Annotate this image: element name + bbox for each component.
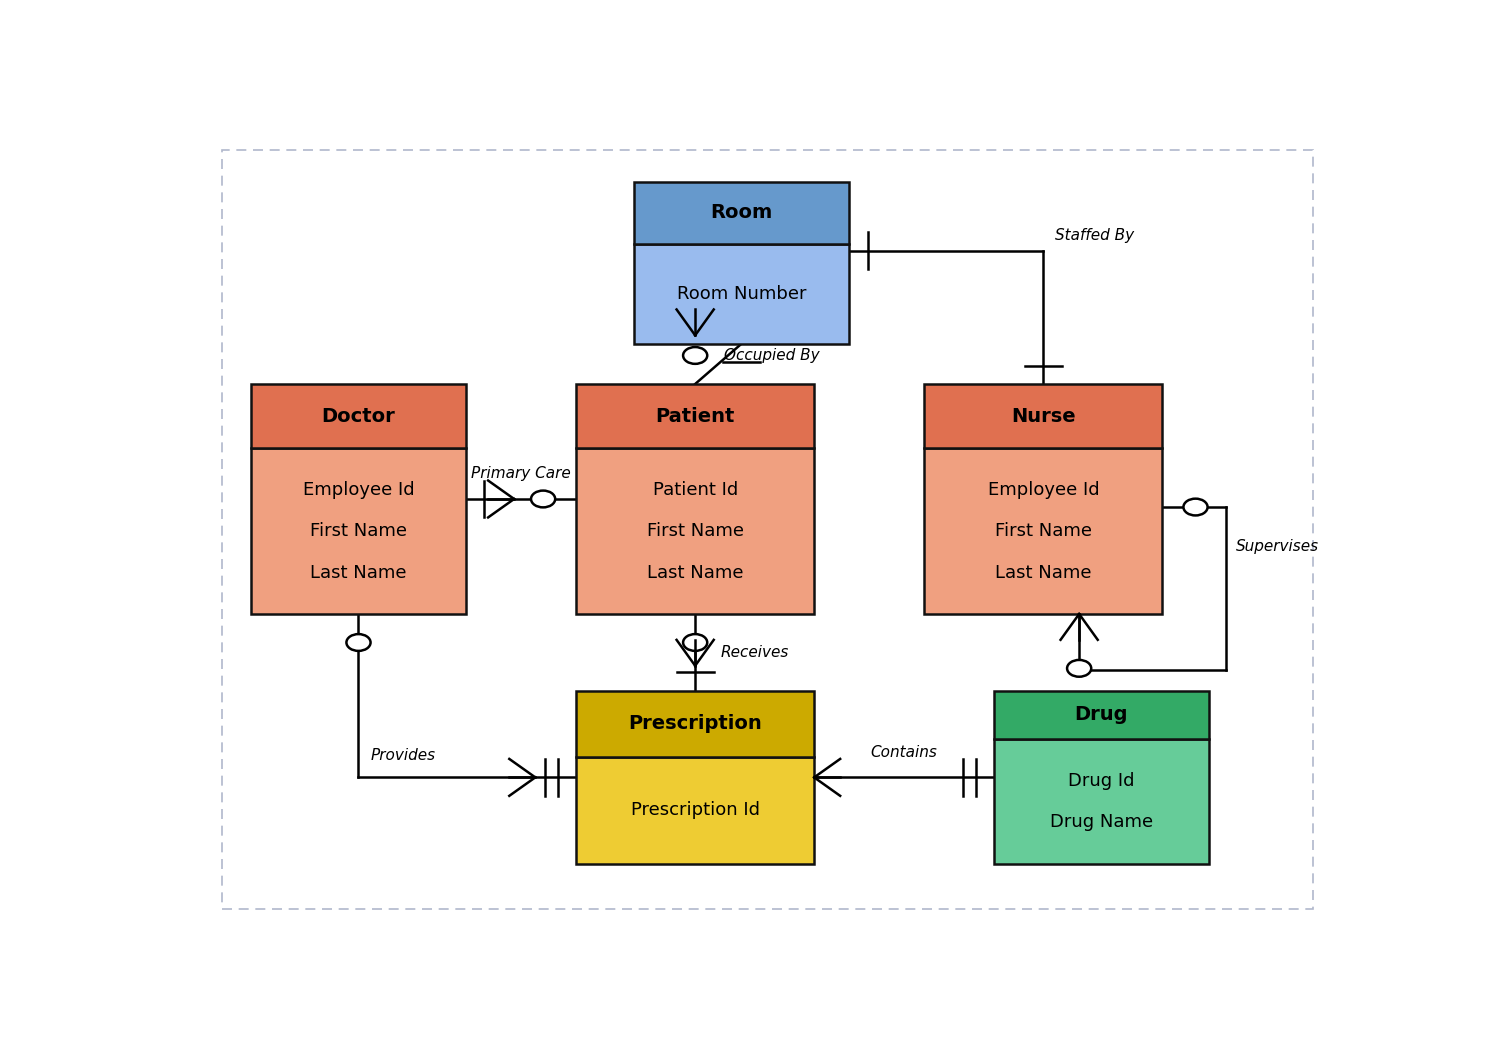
Bar [995,691,1209,739]
Text: First Name: First Name [995,522,1092,540]
Text: Patient Id: Patient Id [653,481,739,499]
Bar [577,384,815,449]
Text: Provides: Provides [370,748,436,763]
Bar [577,449,815,614]
Text: Occupied By: Occupied By [724,348,819,364]
Bar [577,691,815,757]
Bar [995,739,1209,865]
Text: Primary Care: Primary Care [472,466,571,481]
Bar [634,182,849,243]
Text: Room Number: Room Number [677,285,806,303]
Text: First Name: First Name [310,522,407,540]
Text: Supervises: Supervises [1236,540,1318,554]
Text: Doctor: Doctor [322,407,395,425]
Text: Employee Id: Employee Id [987,481,1100,499]
Bar [252,449,466,614]
Circle shape [530,490,556,507]
Text: Drug Id: Drug Id [1068,771,1135,790]
Text: Last Name: Last Name [310,564,407,582]
Text: First Name: First Name [647,522,743,540]
Circle shape [1067,660,1091,677]
Text: Prescription Id: Prescription Id [631,802,759,820]
Text: Contains: Contains [870,745,938,760]
Text: Room: Room [710,203,773,222]
Text: Drug Name: Drug Name [1050,813,1153,831]
Bar [924,384,1162,449]
Text: Drug: Drug [1074,705,1128,724]
Text: Staffed By: Staffed By [1055,227,1134,243]
Circle shape [1183,499,1207,516]
Text: Patient: Patient [656,407,736,425]
Bar [634,243,849,344]
Circle shape [683,347,707,364]
Text: Receives: Receives [721,645,789,660]
Circle shape [683,634,707,651]
Text: Last Name: Last Name [647,564,743,582]
Bar [252,384,466,449]
Text: Last Name: Last Name [995,564,1092,582]
Bar [924,449,1162,614]
Text: Employee Id: Employee Id [303,481,415,499]
Circle shape [346,634,370,651]
Bar [577,757,815,865]
Text: Prescription: Prescription [628,714,762,734]
Text: Nurse: Nurse [1011,407,1076,425]
